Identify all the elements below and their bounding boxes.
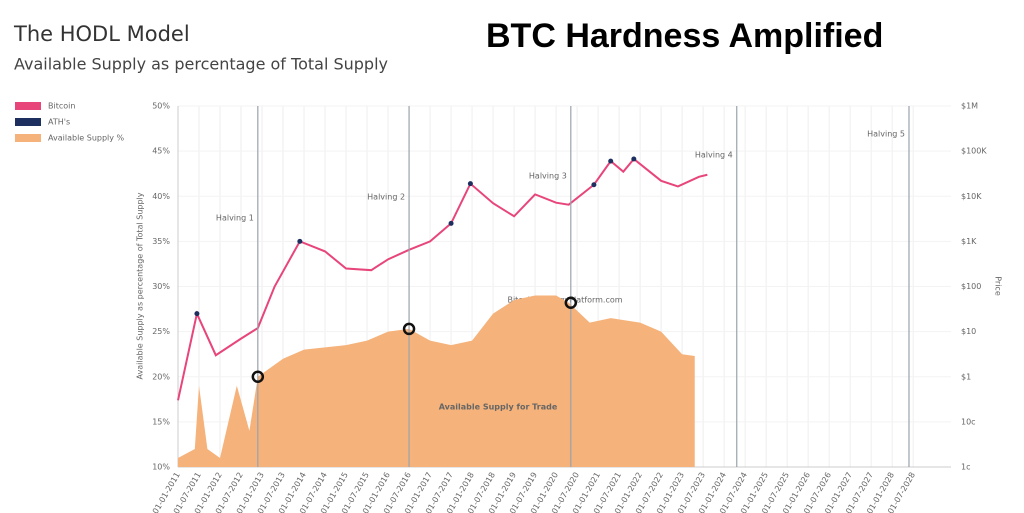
chart-subtitle: Available Supply as percentage of Total … — [14, 55, 388, 74]
y-tick-label: 20% — [152, 372, 170, 381]
annotation: Available Supply for Trade — [439, 403, 558, 412]
y2-tick-label: $1K — [961, 237, 977, 246]
halving-label: Halving 4 — [695, 151, 733, 160]
watermark: BitcoinStrategyPlatform.com — [507, 296, 622, 305]
y-tick-label: 40% — [152, 192, 170, 201]
y2-tick-label: $1M — [961, 102, 978, 111]
supply-area — [178, 295, 695, 467]
y-tick-label: 50% — [152, 102, 170, 111]
halving-marker — [251, 370, 265, 383]
y2-tick-label: $1 — [961, 372, 971, 381]
price-line — [177, 157, 708, 401]
halving-marker — [564, 296, 578, 309]
y-tick-label: 25% — [152, 327, 170, 336]
y2-tick-label: $10K — [961, 192, 982, 201]
y2-tick-label: $100K — [961, 147, 987, 156]
legend-swatch — [15, 134, 41, 142]
legend-swatch — [15, 118, 41, 126]
y2-axis-label: Price — [994, 276, 1003, 296]
ath-point — [297, 238, 303, 244]
y-axis-label: Available Supply as percentage of Total … — [136, 192, 145, 379]
ath-point — [608, 158, 614, 164]
y2-tick-label: 10c — [961, 417, 976, 426]
y2-tick-label: $10 — [961, 327, 976, 336]
chart-title: The HODL Model — [13, 22, 190, 46]
y-tick-label: 45% — [152, 147, 170, 156]
ath-point — [631, 156, 637, 162]
legend-label: Available Supply % — [48, 134, 125, 143]
y2-tick-label: $100 — [961, 282, 981, 291]
ath-point — [591, 182, 597, 188]
y-tick-label: 35% — [152, 237, 170, 246]
ath-point — [467, 181, 473, 187]
ath-point — [194, 311, 200, 317]
y-tick-label: 30% — [152, 282, 170, 291]
overlay-title: BTC Hardness Amplified — [486, 17, 883, 55]
halving-label: Halving 1 — [216, 214, 254, 223]
legend-label: Bitcoin — [48, 102, 75, 111]
halving-marker — [402, 322, 416, 336]
legend-swatch — [15, 102, 41, 110]
y-tick-label: 15% — [152, 417, 170, 426]
ath-point — [448, 220, 454, 226]
y2-tick-label: 1c — [961, 463, 971, 472]
y-tick-label: 10% — [152, 463, 170, 472]
halving-label: Halving 5 — [867, 130, 905, 139]
halving-label: Halving 3 — [529, 172, 567, 181]
halving-label: Halving 2 — [367, 193, 405, 202]
legend-label: ATH's — [48, 118, 70, 127]
